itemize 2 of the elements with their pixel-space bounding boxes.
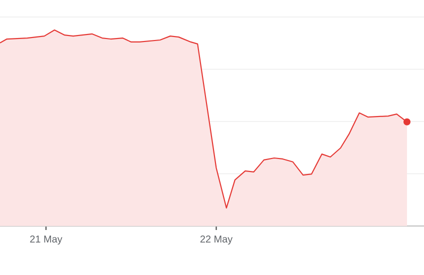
- x-tick-label: 21 May: [30, 236, 62, 245]
- x-tick-label: 22 May: [200, 236, 233, 245]
